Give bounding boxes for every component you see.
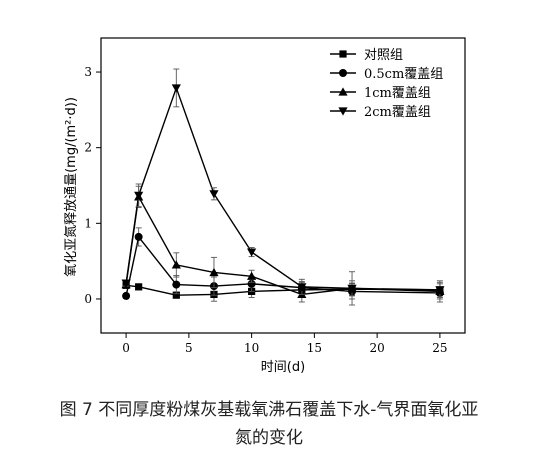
x-tick-label: 5 — [185, 341, 193, 355]
data-point — [435, 286, 445, 295]
y-tick-label: 3 — [84, 65, 92, 79]
legend-label: 1cm覆盖组 — [364, 86, 431, 101]
data-point — [347, 284, 357, 293]
y-axis-label: 氧化亚氮释放通量(mg/(m²·d)) — [64, 97, 79, 277]
legend-entry-1: 0.5cm覆盖组 — [330, 67, 443, 82]
y-tick-label: 2 — [84, 141, 92, 155]
data-point — [171, 84, 181, 93]
data-point — [209, 267, 219, 277]
series-line — [125, 235, 440, 297]
data-point — [247, 279, 256, 288]
chart-legend: 对照组 0.5cm覆盖组 1cm覆盖组 2cm覆盖组 — [330, 48, 443, 120]
x-axis-label: 时间(d) — [261, 360, 305, 375]
x-tick-label: 0 — [122, 341, 130, 355]
data-point — [247, 248, 257, 257]
legend-marker — [339, 50, 347, 58]
chart-series-layer — [121, 68, 445, 306]
plot-frame — [100, 37, 466, 334]
legend-entry-3: 2cm覆盖组 — [330, 105, 431, 120]
series-3 — [121, 68, 445, 298]
figure-caption-line-2: 氮的变化 — [235, 428, 303, 448]
data-point — [172, 291, 180, 299]
figure-caption-line-1: 图 7 不同厚度粉煤灰基载氧沸石覆盖下水-气界面氧化亚 — [59, 400, 479, 420]
data-point — [247, 271, 257, 280]
series-line — [125, 85, 440, 291]
data-point — [171, 260, 181, 269]
legend-marker — [338, 107, 348, 116]
legend-marker — [338, 87, 348, 96]
chart-axes — [100, 37, 466, 334]
chart: 0 5 10 15 20 25 0 1 2 3 对照组 0.5cm覆盖组 1cm覆盖组 2cm覆盖组 时… — [64, 37, 466, 375]
legend-label: 2cm覆盖组 — [364, 105, 431, 120]
data-point — [134, 191, 144, 200]
x-tick-label: 15 — [307, 341, 322, 355]
data-point — [172, 280, 181, 289]
data-point — [121, 279, 131, 288]
legend-entry-2: 1cm覆盖组 — [330, 86, 431, 101]
legend-marker — [339, 69, 347, 77]
legend-label: 0.5cm覆盖组 — [364, 67, 443, 82]
series-2 — [121, 185, 445, 306]
data-point — [209, 190, 219, 199]
data-point — [134, 232, 143, 241]
x-tick-label: 20 — [369, 341, 384, 355]
y-tick-label: 1 — [84, 216, 92, 230]
legend-label: 对照组 — [364, 48, 403, 63]
data-point — [135, 283, 143, 291]
series-line — [125, 194, 440, 296]
data-point — [122, 291, 131, 300]
legend-entry-0: 对照组 — [330, 48, 403, 63]
x-tick-label: 10 — [244, 341, 259, 355]
x-tick-label: 25 — [432, 341, 447, 355]
chart-ticks: 0 5 10 15 20 25 0 1 2 3 — [84, 65, 447, 355]
y-tick-label: 0 — [84, 292, 92, 306]
data-point — [297, 283, 307, 292]
